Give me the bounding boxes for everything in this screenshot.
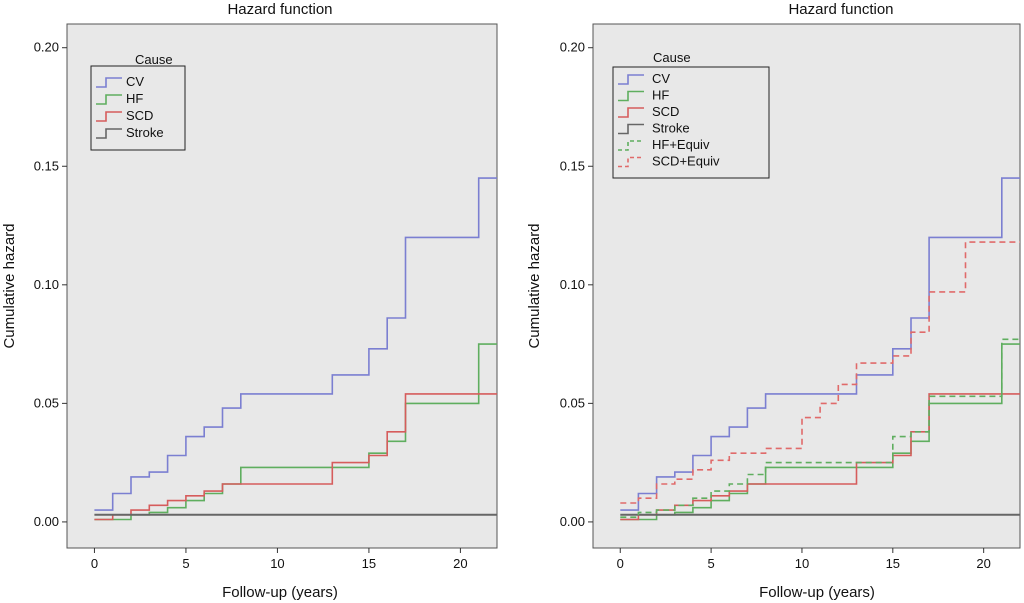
legend-label-stroke: Stroke xyxy=(126,125,164,140)
legend-label-scd: SCD xyxy=(652,104,679,119)
x-axis-label: Follow-up (years) xyxy=(759,584,875,601)
legend-label-hf: HF xyxy=(652,88,669,103)
y-tick-label: 0.15 xyxy=(34,158,59,173)
legend-swatch-scd xyxy=(618,107,644,118)
x-axis: 0 5 10 15 20 xyxy=(617,548,991,571)
legend-items: CV HF SCD Stroke xyxy=(96,74,164,140)
legend-title: Cause xyxy=(135,52,173,67)
legend-title: Cause xyxy=(653,50,691,65)
legend-swatch-stroke xyxy=(618,123,644,135)
x-axis-label: Follow-up (years) xyxy=(222,584,338,601)
x-tick-label: 5 xyxy=(707,556,714,571)
series-line-scd-equiv xyxy=(620,241,1020,504)
legend-swatch-hf xyxy=(618,90,644,102)
legend-label-scd: SCD xyxy=(126,108,153,123)
chart-title: Hazard function xyxy=(227,1,332,18)
y-axis-label: Cumulative hazard xyxy=(1,223,18,348)
x-tick-label: 0 xyxy=(91,556,98,571)
y-axis: 0.00 0.05 0.10 0.15 0.20 xyxy=(34,40,67,529)
x-tick-label: 20 xyxy=(976,556,990,571)
y-tick-label: 0.05 xyxy=(34,395,59,410)
x-tick-label: 10 xyxy=(795,556,809,571)
legend: Cause CV HF SCD Stroke xyxy=(90,52,186,151)
y-tick-label: 0.20 xyxy=(34,40,59,55)
legend-swatch-cv xyxy=(96,77,122,88)
series-line-hf-equiv xyxy=(620,338,1020,518)
legend-label-hf: HF xyxy=(126,91,143,106)
y-tick-label: 0.10 xyxy=(34,277,59,292)
series-line-cv xyxy=(94,177,497,511)
legend-swatch-cv xyxy=(618,74,644,85)
x-axis: 0 5 10 15 20 xyxy=(91,548,468,571)
chart-title: Hazard function xyxy=(788,1,893,18)
x-tick-label: 0 xyxy=(617,556,624,571)
y-tick-label: 0.20 xyxy=(560,40,585,55)
x-tick-label: 15 xyxy=(362,556,376,571)
legend-swatch-hf xyxy=(96,94,122,105)
y-tick-label: 0.00 xyxy=(34,514,59,529)
legend-swatch-hf-equiv xyxy=(618,140,644,151)
series-lines xyxy=(94,177,497,521)
right-hazard-chart: Hazard function 0.00 0.05 0.10 0.15 0.20 0 5 1… xyxy=(526,1,1021,601)
y-axis-label: Cumulative hazard xyxy=(526,223,543,348)
series-line-cv xyxy=(620,177,1020,511)
y-tick-label: 0.15 xyxy=(560,158,585,173)
legend-label-stroke: Stroke xyxy=(652,121,690,136)
legend-swatch-scd xyxy=(96,111,122,122)
legend-label-cv: CV xyxy=(652,71,670,86)
series-lines xyxy=(620,177,1020,521)
y-tick-label: 0.10 xyxy=(560,277,585,292)
left-hazard-chart: Hazard function 0.00 0.05 0.10 0.15 0.20 0 5 1… xyxy=(1,1,498,601)
legend-label-scd-equiv: SCD+Equiv xyxy=(652,154,720,169)
legend-box xyxy=(612,66,770,179)
legend-label-hf-equiv: HF+Equiv xyxy=(652,137,710,152)
legend-label-cv: CV xyxy=(126,74,144,89)
series-line-scd xyxy=(94,393,497,521)
y-axis: 0.00 0.05 0.10 0.15 0.20 xyxy=(560,40,593,529)
x-tick-label: 10 xyxy=(270,556,284,571)
x-tick-label: 15 xyxy=(886,556,900,571)
x-tick-label: 5 xyxy=(182,556,189,571)
x-tick-label: 20 xyxy=(453,556,467,571)
y-tick-label: 0.00 xyxy=(560,514,585,529)
y-tick-label: 0.05 xyxy=(560,395,585,410)
legend-swatch-stroke xyxy=(96,128,122,139)
legend-swatch-scd-equiv xyxy=(618,156,644,168)
